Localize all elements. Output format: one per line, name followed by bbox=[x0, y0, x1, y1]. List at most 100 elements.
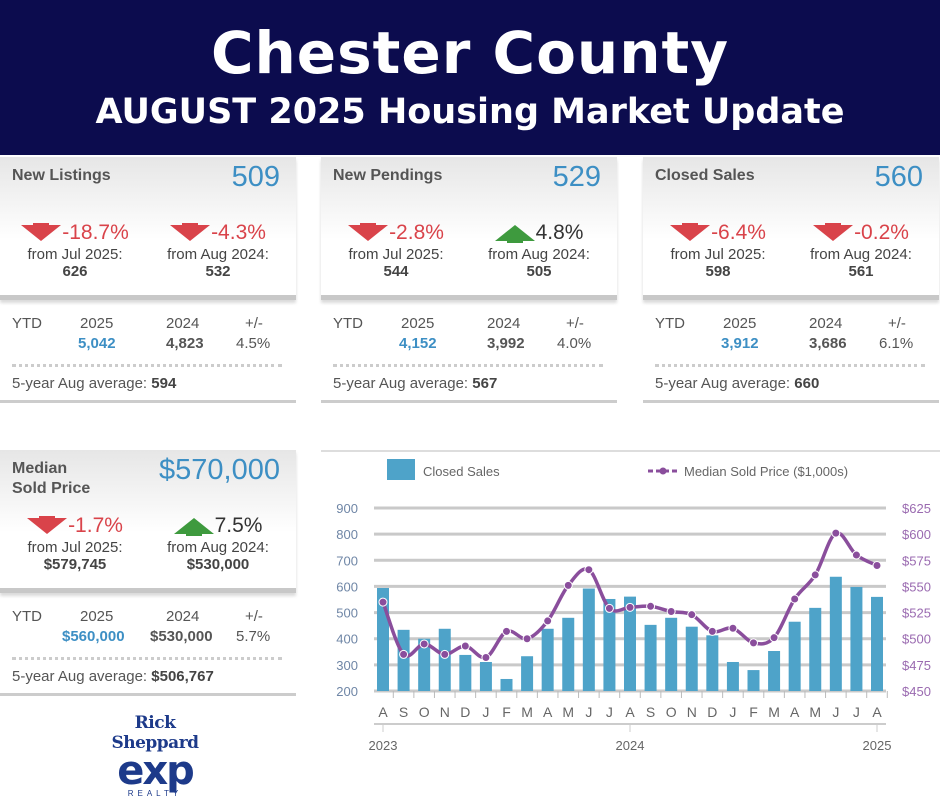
arrow-down-icon bbox=[27, 516, 68, 534]
change-month: -1.7% from Jul 2025: $579,745 bbox=[5, 514, 145, 573]
card-title: New Pendings bbox=[333, 167, 443, 184]
price-point bbox=[440, 649, 450, 659]
x-tick-label: D bbox=[707, 704, 717, 720]
price-point bbox=[810, 570, 820, 580]
price-point bbox=[378, 597, 388, 607]
page-subtitle: AUGUST 2025 Housing Market Update bbox=[95, 92, 845, 132]
change-percent: -18.7% bbox=[62, 221, 129, 244]
y-tick-right: $500 bbox=[902, 632, 931, 647]
y-tick-left: 300 bbox=[336, 658, 358, 673]
logo-sub: REALTY bbox=[127, 789, 183, 798]
ytd-change-label: +/- bbox=[566, 315, 584, 332]
x-tick-label: O bbox=[666, 704, 677, 720]
divider bbox=[333, 364, 603, 367]
bar bbox=[582, 588, 595, 691]
bar bbox=[788, 621, 801, 691]
x-tick-label: A bbox=[872, 704, 882, 720]
arrow-down-icon bbox=[813, 223, 854, 241]
card-value: 509 bbox=[231, 161, 280, 193]
logo: Rick Sheppard exp REALTY bbox=[90, 706, 220, 798]
divider bbox=[643, 400, 939, 403]
bar bbox=[665, 617, 678, 691]
change-from-label: from Aug 2024: bbox=[167, 246, 269, 263]
x-tick-label: M bbox=[809, 704, 821, 720]
change-month: -18.7% from Jul 2025: 626 bbox=[5, 221, 145, 280]
ytd-change: 5.7% bbox=[236, 628, 271, 645]
x-tick-label: M bbox=[562, 704, 574, 720]
card-title: Median Sold Price bbox=[12, 460, 91, 497]
bar bbox=[521, 656, 534, 691]
change-month: -6.4% from Jul 2025: 598 bbox=[648, 221, 788, 280]
bar bbox=[459, 654, 472, 691]
change-previous-value: 626 bbox=[62, 263, 88, 280]
price-point bbox=[687, 610, 697, 620]
avg-label: 5-year Aug average: bbox=[333, 375, 469, 392]
change-previous-value: 598 bbox=[705, 263, 731, 280]
five-year-average: 5-year Aug average: 594 bbox=[12, 375, 176, 392]
change-previous-value: $579,745 bbox=[43, 556, 107, 573]
x-tick-label: S bbox=[399, 704, 408, 720]
divider bbox=[12, 657, 282, 660]
arrow-down-icon bbox=[348, 223, 389, 241]
price-point bbox=[666, 607, 676, 617]
ytd-change-label: +/- bbox=[245, 315, 263, 332]
bar bbox=[562, 617, 575, 691]
ytd-label: YTD bbox=[12, 608, 42, 625]
ytd-change: 4.5% bbox=[236, 335, 271, 352]
x-tick-label: N bbox=[440, 704, 450, 720]
ytd-value1: 5,042 bbox=[78, 335, 116, 352]
price-point bbox=[872, 561, 882, 571]
y-tick-right: $525 bbox=[902, 606, 931, 621]
ytd-change: 4.0% bbox=[557, 335, 592, 352]
change-percent: -0.2% bbox=[854, 221, 909, 244]
bar bbox=[438, 628, 451, 691]
change-percent: 4.8% bbox=[535, 221, 584, 244]
bar bbox=[624, 596, 636, 691]
divider bbox=[655, 364, 925, 367]
y-tick-left: 700 bbox=[336, 553, 358, 568]
year-label: 2023 bbox=[369, 738, 398, 753]
avg-label: 5-year Aug average: bbox=[12, 375, 148, 392]
change-percent: -1.7% bbox=[68, 514, 123, 537]
x-tick-label: O bbox=[419, 704, 430, 720]
divider bbox=[12, 364, 282, 367]
price-point bbox=[790, 594, 800, 604]
change-percent: -2.8% bbox=[389, 221, 444, 244]
avg-value: $506,767 bbox=[151, 668, 214, 685]
bar bbox=[479, 661, 492, 691]
avg-value: 567 bbox=[472, 375, 498, 392]
divider bbox=[0, 400, 296, 403]
bar bbox=[418, 638, 431, 691]
x-tick-label: M bbox=[768, 704, 780, 720]
price-point bbox=[625, 602, 635, 612]
change-year: -4.3% from Aug 2024: 532 bbox=[148, 221, 288, 280]
stat-card: New Listings 509 -18.7% from Jul 2025: 626… bbox=[0, 157, 296, 403]
year-label: 2024 bbox=[616, 738, 645, 753]
ytd-year1: 2025 bbox=[80, 315, 114, 332]
legend-label: Closed Sales bbox=[423, 464, 500, 479]
price-point bbox=[460, 641, 470, 651]
ytd-value1: 3,912 bbox=[721, 335, 759, 352]
change-year: 4.8% from Aug 2024: 505 bbox=[469, 221, 609, 280]
change-from-label: from Aug 2024: bbox=[810, 246, 912, 263]
change-percent: -6.4% bbox=[711, 221, 766, 244]
ytd-label: YTD bbox=[12, 315, 42, 332]
change-percent: -4.3% bbox=[211, 221, 266, 244]
price-point bbox=[584, 565, 594, 575]
bar bbox=[747, 670, 760, 691]
bar bbox=[871, 596, 883, 691]
five-year-average: 5-year Aug average: 567 bbox=[333, 375, 497, 392]
price-point bbox=[481, 653, 491, 663]
ytd-value2: $530,000 bbox=[150, 628, 213, 645]
y-tick-right: $475 bbox=[902, 658, 931, 673]
price-point bbox=[646, 601, 656, 611]
price-point bbox=[522, 634, 532, 644]
card-title: Closed Sales bbox=[655, 167, 755, 184]
price-point bbox=[831, 528, 841, 538]
change-year: 7.5% from Aug 2024: $530,000 bbox=[148, 514, 288, 573]
x-tick-label: M bbox=[521, 704, 533, 720]
card-value: $570,000 bbox=[159, 454, 280, 486]
x-tick-label: F bbox=[502, 704, 511, 720]
ytd-value2: 4,823 bbox=[166, 335, 204, 352]
ytd-label: YTD bbox=[333, 315, 363, 332]
